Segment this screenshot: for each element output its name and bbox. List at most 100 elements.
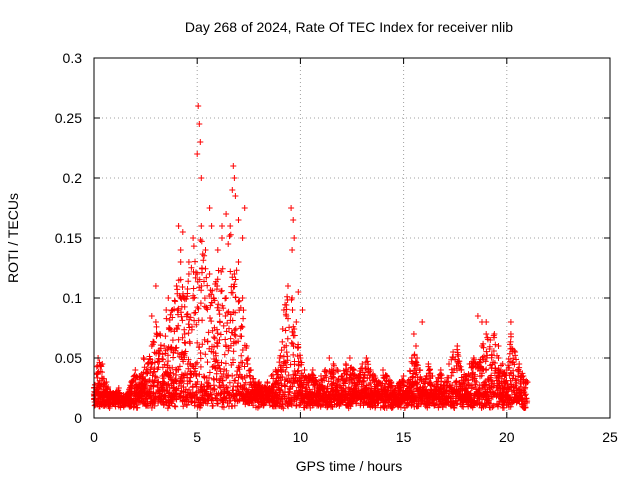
data-point <box>286 324 293 331</box>
data-point <box>229 289 236 296</box>
data-point <box>513 356 520 363</box>
data-point <box>479 343 485 349</box>
data-point <box>198 238 205 245</box>
data-point <box>216 336 223 343</box>
data-point <box>160 375 167 382</box>
data-point <box>449 369 456 376</box>
data-point <box>413 369 420 376</box>
data-point <box>472 371 478 378</box>
data-point <box>195 305 202 312</box>
data-point <box>513 379 520 386</box>
data-point <box>244 361 251 367</box>
data-point <box>524 379 531 385</box>
data-point <box>194 378 201 385</box>
data-point <box>185 271 192 277</box>
data-point <box>283 306 290 313</box>
data-point <box>211 385 218 392</box>
data-point <box>197 355 204 362</box>
data-point <box>194 151 201 157</box>
data-point <box>229 317 236 324</box>
data-point <box>174 326 181 333</box>
data-point <box>99 369 105 376</box>
data-point <box>396 379 403 385</box>
data-point <box>165 352 171 359</box>
data-point <box>246 372 253 379</box>
data-point <box>488 377 495 384</box>
data-point <box>192 365 199 372</box>
data-point <box>225 347 232 354</box>
data-point <box>210 334 217 341</box>
data-point <box>400 373 407 379</box>
data-point <box>181 295 188 301</box>
data-point <box>413 380 420 387</box>
data-point <box>180 403 187 410</box>
data-point <box>182 386 189 393</box>
data-point <box>141 356 148 363</box>
data-point <box>202 351 209 358</box>
data-point <box>150 369 157 376</box>
data-point <box>224 320 231 326</box>
data-point <box>350 366 356 372</box>
data-point <box>210 402 216 409</box>
data-point <box>190 243 197 250</box>
data-point <box>365 361 372 368</box>
data-point <box>462 373 469 379</box>
data-point <box>184 401 191 408</box>
data-point <box>209 287 216 294</box>
data-point <box>185 259 192 265</box>
data-point <box>323 374 330 381</box>
data-point <box>380 367 386 373</box>
data-point <box>227 223 234 229</box>
data-point <box>289 307 296 313</box>
data-point <box>285 283 291 289</box>
data-point <box>281 360 288 367</box>
data-point <box>144 361 151 367</box>
data-point <box>201 252 208 259</box>
data-point <box>288 339 295 346</box>
data-point <box>175 223 182 229</box>
y-axis-label: ROTI / TECUs <box>5 193 21 283</box>
data-point <box>132 367 139 373</box>
data-point <box>371 373 378 379</box>
data-point <box>241 205 248 211</box>
data-point <box>298 359 305 366</box>
data-point <box>479 319 485 325</box>
data-point <box>197 300 204 307</box>
data-point <box>185 321 192 328</box>
data-point <box>282 368 289 375</box>
data-point <box>215 400 221 407</box>
data-point <box>281 382 288 389</box>
data-point <box>151 359 158 366</box>
data-point <box>146 377 153 383</box>
data-point <box>305 373 312 379</box>
data-point <box>136 373 143 379</box>
data-point <box>414 362 421 369</box>
data-point <box>222 336 229 343</box>
data-point <box>239 295 246 301</box>
data-point <box>232 276 239 283</box>
data-point <box>206 205 213 211</box>
data-point <box>505 356 512 362</box>
data-point <box>231 281 238 288</box>
data-point <box>163 315 170 322</box>
data-point <box>495 343 502 349</box>
data-point <box>214 247 221 253</box>
data-point <box>164 381 171 388</box>
data-point <box>284 357 291 364</box>
data-point <box>208 291 215 298</box>
data-point <box>169 337 176 344</box>
data-point <box>232 309 239 316</box>
data-point <box>214 340 221 347</box>
data-point <box>322 367 329 373</box>
data-point <box>220 322 227 329</box>
data-point <box>226 233 233 240</box>
data-point <box>119 397 126 403</box>
data-point <box>185 278 192 285</box>
data-point <box>197 350 204 356</box>
data-point <box>214 283 221 289</box>
data-point <box>173 391 180 397</box>
data-point <box>187 378 194 385</box>
data-point <box>293 319 300 325</box>
data-point <box>232 193 239 199</box>
data-point <box>227 268 234 275</box>
